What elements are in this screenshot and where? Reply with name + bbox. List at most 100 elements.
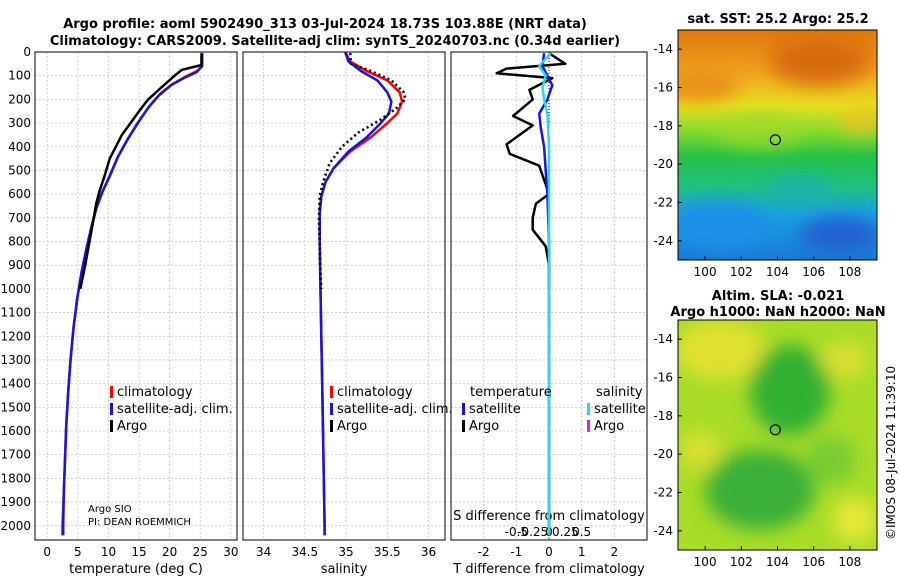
legend-swatch <box>110 386 113 398</box>
plot-frame <box>34 51 238 541</box>
legend-swatch <box>110 403 113 415</box>
series-line <box>318 51 404 536</box>
depth-tick-label: 2000 <box>0 519 31 533</box>
x-tick-label: 20 <box>162 545 177 559</box>
pi-credit: PI: DEAN ROEMMICH <box>88 517 191 528</box>
legend-label: Argo <box>117 419 147 434</box>
series-line <box>537 53 554 536</box>
map-axes-altim-sla: 100 102 104 106 108 -14 -16 -18 -20 -22 -24 Altim. … <box>653 289 885 569</box>
imos-stamp: ©IMOS 08-Jul-2024 11:39:10 <box>884 366 898 540</box>
sla-map <box>678 320 877 550</box>
map-y-tick-label: -16 <box>653 81 673 95</box>
x-tick-label: 30 <box>223 545 238 559</box>
legend-label: satellite <box>469 402 521 417</box>
legend-title-salinity: salinity <box>596 385 643 400</box>
depth-tick-label: 1600 <box>0 424 31 438</box>
x-axis-label: temperature (deg C) <box>69 562 203 577</box>
s-tick-label: -0.5 <box>505 525 528 539</box>
map-y-tick-label: -18 <box>653 409 673 423</box>
map-y-tick-label: -22 <box>653 196 673 210</box>
legend-swatch <box>587 420 590 432</box>
x-tick-label: 2 <box>611 545 619 559</box>
depth-tick-label: 1400 <box>0 377 31 391</box>
depth-tick-label: 0 <box>23 45 31 59</box>
legend-label: climatology <box>117 385 193 400</box>
x-tick-label: 0 <box>545 545 553 559</box>
depth-tick-label: 1500 <box>0 400 31 414</box>
title-line1: Argo profile: aoml 5902490_313 03-Jul-20… <box>63 17 587 32</box>
legend-label: Argo <box>594 419 624 434</box>
depth-tick-label: 1300 <box>0 353 31 367</box>
map-y-tick-label: -22 <box>653 486 673 500</box>
depth-tick-label: 300 <box>8 116 31 130</box>
legend-swatch <box>587 403 590 415</box>
map-y-tick-label: -18 <box>653 119 673 133</box>
depth-tick-label: 1100 <box>0 306 31 320</box>
map-title: Altim. SLA: -0.021 <box>712 289 844 304</box>
map-x-tick-label: 106 <box>802 555 825 569</box>
depth-tick-label: 1800 <box>0 471 31 485</box>
depth-tick-label: 500 <box>8 163 31 177</box>
title-line2: Climatology: CARS2009. Satellite-adj cli… <box>50 34 620 49</box>
map-y-tick-label: -24 <box>653 524 673 538</box>
legend-swatch <box>330 386 333 398</box>
x-tick-label: 25 <box>193 545 208 559</box>
map-x-tick-label: 108 <box>838 265 861 279</box>
x-axis-label: salinity <box>321 562 368 577</box>
map-x-tick-label: 106 <box>802 265 825 279</box>
depth-tick-label: 100 <box>8 69 31 83</box>
series-line <box>318 51 393 536</box>
legend-label: climatology <box>337 385 413 400</box>
depth-tick-label: 800 <box>8 235 31 249</box>
legend-label: satellite-adj. clim. <box>117 402 233 417</box>
x-axis-label: T difference from climatology <box>452 562 645 577</box>
legends: climatology satellite-adj. clim. Argo clima… <box>110 385 646 434</box>
s-tick-label: 0.25 <box>552 525 579 539</box>
plot-frame <box>242 51 446 541</box>
legend-swatch <box>330 403 333 415</box>
depth-tick-label: 400 <box>8 140 31 154</box>
depth-tick-label: 600 <box>8 187 31 201</box>
series-line <box>61 53 204 536</box>
legend-label: Argo <box>469 419 499 434</box>
series-line <box>537 52 552 536</box>
depth-tick-label: 700 <box>8 211 31 225</box>
x-tick-label: 35.5 <box>374 545 401 559</box>
map-y-tick-label: -20 <box>653 447 673 461</box>
map-x-tick-label: 104 <box>766 555 789 569</box>
map-x-tick-label: 102 <box>730 265 753 279</box>
x-tick-label: 36 <box>421 545 436 559</box>
operator-credit: Argo SIO <box>88 504 132 515</box>
map-axes-sat-sst: 100 102 104 106 108 -14 -16 -18 -20 -22 -24 sat. SS… <box>653 12 878 279</box>
depth-tick-label: 200 <box>8 92 31 106</box>
series-line <box>317 53 407 289</box>
map-title-2: Argo h1000: NaN h2000: NaN <box>670 305 885 320</box>
x-tick-label: 10 <box>101 545 116 559</box>
legend-label: Argo <box>337 419 367 434</box>
x-tick-label: 1 <box>578 545 586 559</box>
float-location-marker <box>769 134 781 146</box>
x-tick-label: -2 <box>478 545 490 559</box>
legend-label: satellite-adj. clim. <box>337 402 453 417</box>
legend-swatch <box>330 420 333 432</box>
depth-tick-label: 900 <box>8 258 31 272</box>
map-x-tick-label: 108 <box>838 555 861 569</box>
x-tick-label: 34 <box>256 545 271 559</box>
legend-label: satellite <box>594 402 646 417</box>
x-tick-label: -1 <box>510 545 522 559</box>
x-tick-label: 34.5 <box>291 545 318 559</box>
x-tick-label: 5 <box>74 545 82 559</box>
map-x-tick-label: 100 <box>694 265 717 279</box>
float-location-marker <box>769 424 781 436</box>
series-line <box>61 53 204 536</box>
legend-swatch <box>462 403 465 415</box>
sst-map <box>678 30 877 260</box>
depth-tick-label: 1700 <box>0 448 31 462</box>
s-tick-label: 0.5 <box>572 525 591 539</box>
s-tick-label: -0.25 <box>517 525 548 539</box>
depth-tick-label: 1200 <box>0 329 31 343</box>
series-line <box>79 53 203 290</box>
legend-swatch <box>462 420 465 432</box>
profile-panel-salinity: 34 34.5 35 35.5 36 salinity <box>242 51 446 577</box>
